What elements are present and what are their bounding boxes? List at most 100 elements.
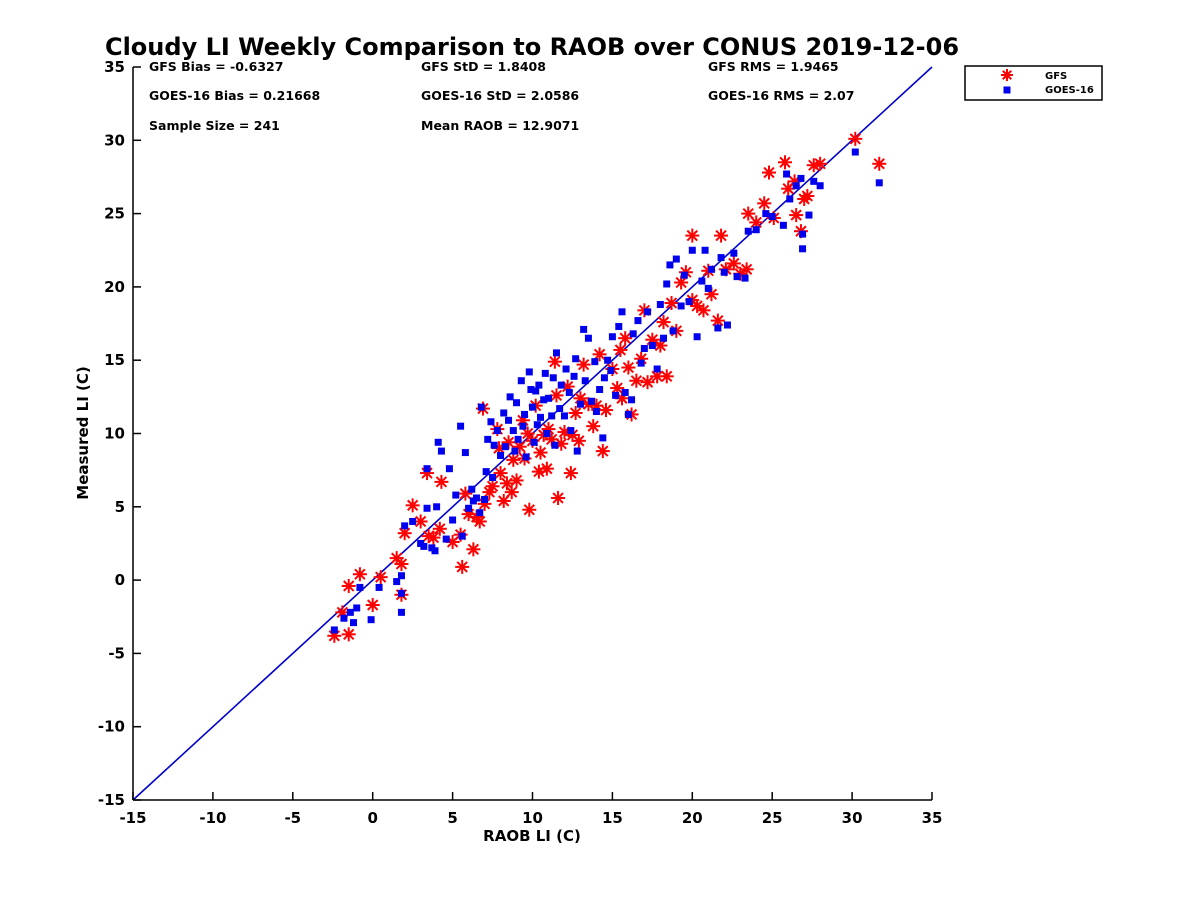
goes16-point-77 (567, 427, 575, 435)
gfs-point-97 (714, 228, 729, 243)
y-tick-label: -15 (98, 791, 125, 809)
gfs-point-5-stroke (367, 599, 379, 611)
gfs-point-96-stroke (712, 314, 724, 327)
goes16-point-30 (465, 504, 473, 512)
legend-label-goes16: GOES-16 (1045, 85, 1094, 96)
gfs-point-25-stroke (474, 515, 486, 528)
gfs-point-116 (848, 131, 863, 146)
gfs-point-88-stroke (675, 276, 687, 289)
goes16-point-99 (628, 396, 636, 404)
goes16-point-121 (707, 265, 715, 273)
gfs-point-29 (485, 479, 500, 494)
stat-row1-0: GFS Bias = -0.6327 (149, 59, 283, 74)
y-tick-label: 15 (104, 351, 125, 369)
goes16-point-89 (599, 434, 607, 442)
gfs-point-2-stroke (336, 606, 348, 619)
goes16-point-110 (666, 261, 674, 269)
goes16-point-97 (621, 388, 629, 396)
legend-gfs-marker (1001, 69, 1013, 81)
stat-row2-0: GOES-16 Bias = 0.21668 (149, 88, 320, 103)
goes16-point-27 (457, 422, 465, 430)
gfs-point-101-stroke (740, 263, 753, 275)
goes16-point-56 (525, 368, 533, 376)
gfs-point-60 (568, 405, 583, 420)
gfs-point-110-stroke (790, 209, 802, 221)
goes16-point-50 (513, 399, 521, 407)
gfs-point-47-stroke (534, 446, 547, 459)
stat-row1-1: GFS StD = 1.8408 (421, 59, 546, 74)
gfs-point-113-stroke (801, 190, 814, 202)
gfs-point-8-stroke (395, 558, 408, 570)
legend-box (964, 65, 1103, 101)
goes16-point-131 (762, 210, 770, 218)
gfs-point-93 (696, 303, 711, 318)
gfs-point-32-stroke (494, 467, 507, 479)
gfs-point-63 (576, 357, 591, 372)
goes16-point-74 (560, 412, 568, 420)
gfs-point-75-stroke (622, 361, 635, 374)
goes16-point-104 (644, 308, 652, 316)
goes16-point-108 (660, 334, 668, 342)
goes16-point-128 (741, 274, 749, 282)
goes16-point-15 (420, 542, 428, 550)
gfs-point-83-stroke (654, 339, 666, 352)
goes16-point-53 (519, 422, 527, 430)
y-axis-ticks: -15 -10 -5 0 5 10 15 20 25 30 35 (98, 58, 141, 809)
gfs-point-68-stroke (597, 445, 609, 457)
gfs-point-52 (547, 354, 562, 369)
gfs-point-102-stroke (742, 207, 754, 220)
y-tick-label: 0 (115, 571, 125, 589)
goes16-point-92 (607, 366, 615, 374)
x-tick-label: 25 (762, 809, 783, 827)
gfs-point-86-stroke (665, 297, 678, 309)
gfs-point-65-stroke (587, 420, 599, 432)
goes16-point-87 (592, 408, 600, 416)
gfs-point-17 (434, 474, 449, 489)
gfs-point-113 (800, 189, 815, 204)
goes16-point-143 (851, 148, 859, 156)
goes16-point-26 (452, 491, 460, 499)
goes16-point-6 (367, 616, 375, 624)
goes16-point-88 (596, 386, 604, 394)
goes16-point-95 (615, 322, 623, 330)
goes16-point-93 (608, 333, 616, 341)
goes16-point-41 (490, 441, 498, 449)
gfs-point-116-stroke (849, 133, 861, 145)
goes16-point-142 (816, 182, 824, 190)
x-tick-label: -5 (284, 809, 301, 827)
goes16-point-141 (810, 177, 818, 185)
gfs-point-61-stroke (573, 435, 585, 447)
goes16-point-75 (562, 365, 570, 373)
gfs-point-6 (373, 570, 388, 585)
goes16-point-107 (656, 300, 664, 308)
goes16-point-85 (588, 397, 596, 405)
goes16-point-111 (669, 327, 677, 335)
goes16-point-118 (698, 277, 706, 285)
goes16-point-98 (624, 410, 632, 418)
gfs-point-37-stroke (507, 454, 519, 466)
gfs-point-20 (455, 559, 470, 574)
x-tick-label: 0 (367, 809, 377, 827)
x-tick-label: 15 (602, 809, 623, 827)
goes16-point-72 (556, 405, 564, 413)
gfs-point-97-stroke (715, 229, 727, 242)
goes16-point-45 (501, 443, 509, 451)
gfs-point-43-stroke (523, 504, 535, 516)
goes16-point-10 (397, 589, 405, 597)
gfs-point-7-stroke (391, 552, 403, 564)
goes16-point-4 (353, 604, 361, 612)
gfs-point-33 (496, 493, 511, 508)
y-tick-label: 20 (104, 278, 125, 296)
gfs-point-58-stroke (565, 467, 577, 479)
goes16-point-19 (431, 547, 439, 555)
goes16-point-55 (522, 453, 530, 461)
gfs-point-101 (739, 262, 754, 277)
goes16-point-38 (484, 435, 492, 443)
chart-title: Cloudy LI Weekly Comparison to RAOB over… (105, 33, 959, 61)
goes16-point-119 (701, 246, 709, 254)
gfs-point-117-stroke (873, 158, 885, 170)
gfs-point-47 (533, 445, 548, 460)
gfs-point-99 (726, 256, 741, 271)
gfs-point-71-stroke (611, 382, 623, 394)
gfs-point-53-stroke (550, 389, 563, 402)
